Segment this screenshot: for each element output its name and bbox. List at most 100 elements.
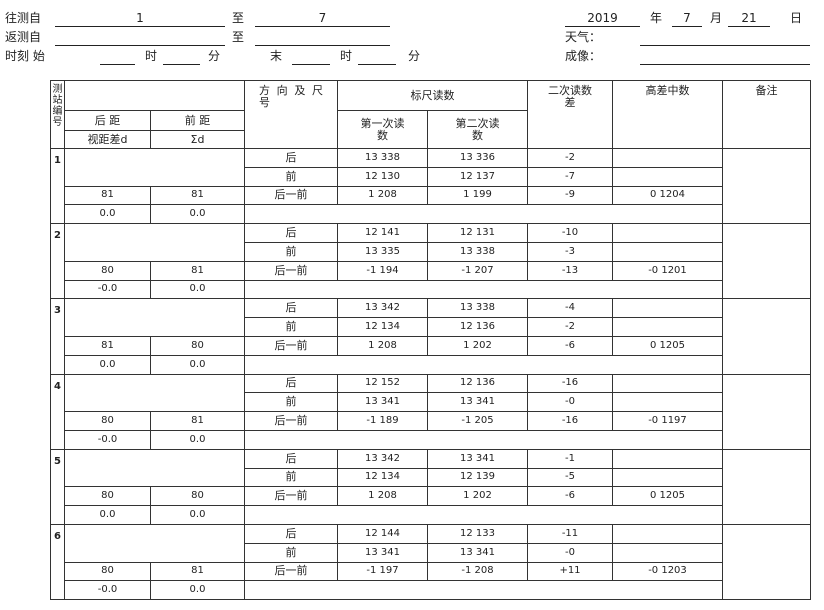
first-reading: -1 189 bbox=[337, 411, 428, 431]
blank-cell bbox=[612, 523, 723, 544]
blank-cell bbox=[612, 241, 723, 262]
blank-cell bbox=[612, 298, 723, 319]
record-table: 测站编号 方 向 及 尺 号标尺读数 二次读数差 高差中数 备注 后 距前 距 第一次读数第… bbox=[50, 80, 811, 601]
readings-header: 标尺读数 bbox=[337, 80, 528, 111]
blank-cell bbox=[64, 448, 245, 488]
station-id: 4 bbox=[50, 373, 65, 450]
mean-header: 高差中数 bbox=[612, 80, 723, 149]
reading-difference: -16 bbox=[527, 373, 613, 394]
reading-difference: -9 bbox=[527, 185, 613, 206]
header-label: 年 bbox=[650, 11, 663, 25]
reading-difference: -6 bbox=[527, 486, 613, 507]
reading-difference: -16 bbox=[527, 411, 613, 431]
blank-cell bbox=[64, 373, 245, 413]
diff-header: 二次读数差 bbox=[527, 80, 613, 149]
station-row: 80 81 后一前 -1 194 -1 207 -13 -0 1201 bbox=[51, 260, 811, 281]
remark bbox=[722, 298, 811, 375]
direction: 后 bbox=[244, 523, 338, 544]
station-id: 6 bbox=[50, 523, 65, 601]
second-reading: 13 341 bbox=[427, 542, 528, 563]
first-reading: 13 341 bbox=[337, 392, 428, 413]
header-field: 2019 bbox=[565, 10, 640, 27]
second-reading: 13 338 bbox=[427, 241, 528, 262]
station-row: 前 12 130 12 137 -7 bbox=[51, 166, 811, 187]
header-field: 1 bbox=[55, 10, 225, 27]
blank-cell bbox=[244, 279, 723, 300]
station-id: 1 bbox=[50, 147, 65, 225]
station-row: 80 81 后一前 -1 189 -1 205 -16 -0 1197 bbox=[51, 411, 811, 431]
back-distance: 81 bbox=[64, 335, 151, 356]
remark bbox=[722, 147, 811, 225]
second-reading: 12 131 bbox=[427, 223, 528, 243]
blank-field bbox=[255, 29, 390, 46]
header-row: 测站编号 方 向 及 尺 号标尺读数 二次读数差 高差中数 备注 bbox=[50, 80, 811, 149]
back-distance: 80 bbox=[64, 411, 151, 431]
back-dist-header: 后 距 bbox=[64, 110, 151, 131]
front-distance: 81 bbox=[150, 185, 245, 206]
view-diff-header: 视距差d bbox=[64, 130, 151, 149]
reading-difference: -13 bbox=[527, 260, 613, 281]
reading-difference: -3 bbox=[527, 241, 613, 262]
view-difference: -0.0 bbox=[64, 429, 151, 450]
blank-header bbox=[64, 80, 245, 111]
sum-d: 0.0 bbox=[150, 204, 245, 225]
direction: 前 bbox=[244, 542, 338, 563]
station-row: 前 13 341 13 341 -0 bbox=[51, 542, 811, 563]
direction-header: 方 向 及 尺 号 bbox=[244, 80, 338, 149]
back-distance: 80 bbox=[64, 486, 151, 507]
station-row: 80 80 后一前 1 208 1 202 -6 0 1205 bbox=[51, 486, 811, 507]
blank-field bbox=[55, 29, 225, 46]
station-row: 0.0 0.0 bbox=[51, 354, 811, 375]
reading-difference: -2 bbox=[527, 148, 613, 168]
direction: 后一前 bbox=[244, 486, 338, 507]
view-difference: 0.0 bbox=[64, 204, 151, 225]
blank-cell bbox=[64, 148, 245, 187]
sum-d: 0.0 bbox=[150, 580, 245, 601]
remark bbox=[722, 223, 811, 300]
second-reading: 13 338 bbox=[427, 298, 528, 319]
second-reading: 12 136 bbox=[427, 317, 528, 337]
direction: 后 bbox=[244, 448, 338, 469]
header-label: 分 bbox=[408, 49, 421, 63]
blank-cell bbox=[244, 429, 723, 450]
station-row: 3 后 13 342 13 338 -4 bbox=[50, 298, 811, 375]
height-difference-mean: 0 1204 bbox=[612, 185, 723, 206]
first-reading: 12 144 bbox=[337, 523, 428, 544]
height-difference-mean: -0 1203 bbox=[612, 561, 723, 582]
station-row: 前 13 341 13 341 -0 bbox=[51, 392, 811, 413]
height-difference-mean: -0 1201 bbox=[612, 260, 723, 281]
direction: 前 bbox=[244, 467, 338, 488]
reading-difference: -11 bbox=[527, 523, 613, 544]
view-difference: -0.0 bbox=[64, 279, 151, 300]
blank-field bbox=[292, 48, 330, 65]
remark bbox=[722, 523, 811, 601]
station-row: 1 后 13 338 13 336 -2 bbox=[50, 147, 811, 225]
station-id: 5 bbox=[50, 448, 65, 525]
header-row: 后 距前 距 第一次读数 第二次读数 bbox=[51, 110, 811, 149]
blank-cell bbox=[244, 204, 723, 225]
direction: 后一前 bbox=[244, 185, 338, 206]
station-row: -0.0 0.0 bbox=[51, 580, 811, 601]
second-reading: -1 205 bbox=[427, 411, 528, 431]
header-label: 返测自 bbox=[5, 30, 42, 44]
station-row: 0.0 0.0 bbox=[51, 204, 811, 225]
direction: 后一前 bbox=[244, 561, 338, 582]
station-header: 测站编号 bbox=[50, 80, 65, 149]
first-reading: 1 208 bbox=[337, 486, 428, 507]
blank-cell bbox=[612, 542, 723, 563]
height-difference-mean: 0 1205 bbox=[612, 486, 723, 507]
second-reading: 13 341 bbox=[427, 448, 528, 469]
blank-cell bbox=[244, 354, 723, 375]
header-label: 至 bbox=[232, 30, 245, 44]
direction: 后一前 bbox=[244, 411, 338, 431]
header-label: 时 bbox=[340, 49, 353, 63]
first-reading: 13 342 bbox=[337, 448, 428, 469]
view-difference: -0.0 bbox=[64, 580, 151, 601]
first-reading: -1 194 bbox=[337, 260, 428, 281]
front-distance: 80 bbox=[150, 486, 245, 507]
header-label: 时刻 始 bbox=[5, 49, 45, 63]
header-row: 视距差d Σd bbox=[51, 130, 811, 149]
back-distance: 80 bbox=[64, 260, 151, 281]
second-reading: 12 136 bbox=[427, 373, 528, 394]
first-reading: 12 130 bbox=[337, 166, 428, 187]
